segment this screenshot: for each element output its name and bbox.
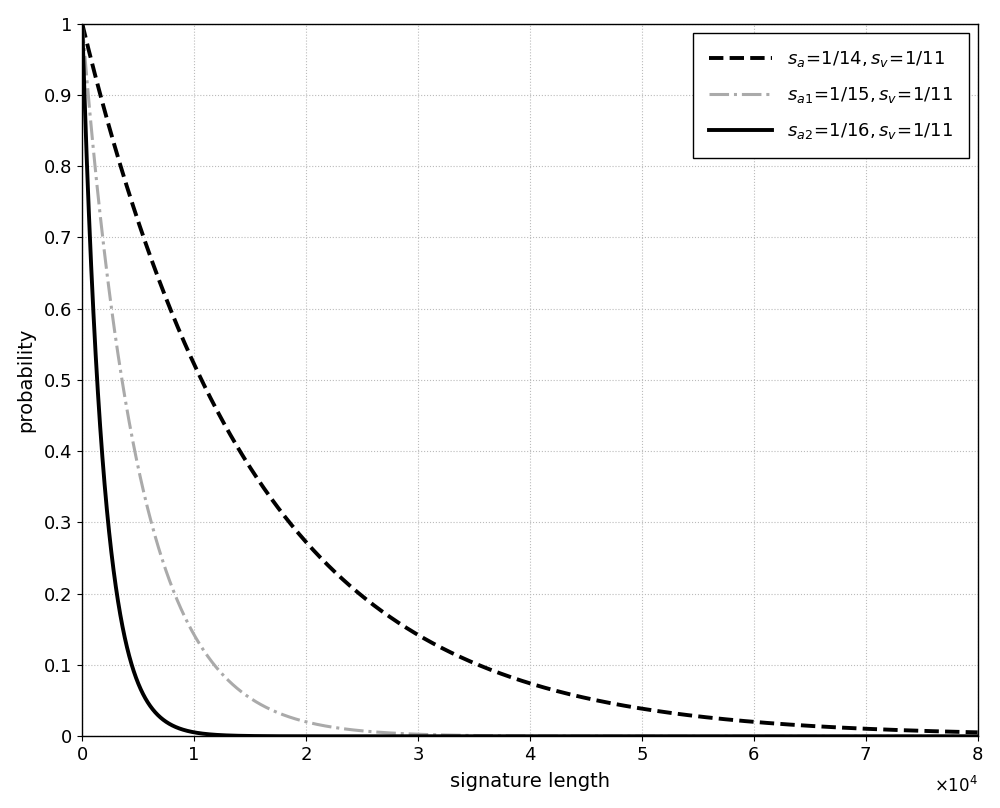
X-axis label: signature length: signature length <box>450 772 610 791</box>
Text: $\times 10^4$: $\times 10^4$ <box>934 776 978 796</box>
Legend: $s_a\!=\!1/14, s_v\!=\!1/11$, $s_{a1}\!=\!1/15, s_v\!=\!1/11$, $s_{a2}\!=\!1/16,: $s_a\!=\!1/14, s_v\!=\!1/11$, $s_{a1}\!=… <box>693 32 969 158</box>
Y-axis label: probability: probability <box>17 328 36 432</box>
